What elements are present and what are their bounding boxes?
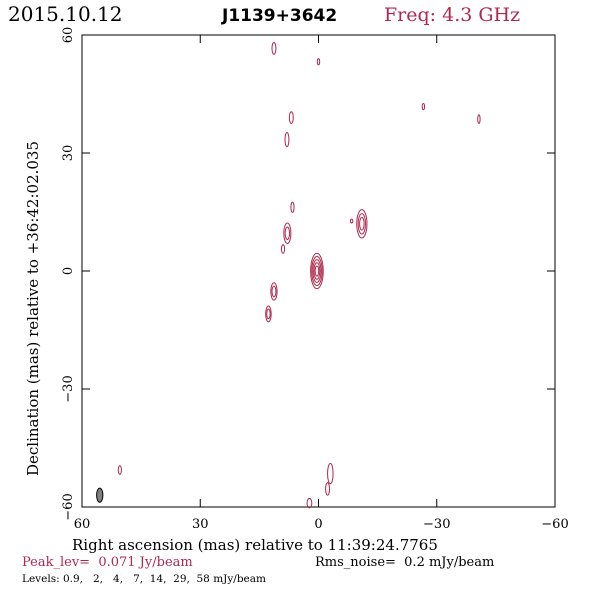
- y-tick-label: −60: [61, 493, 76, 520]
- contour-blob-11: [349, 218, 354, 224]
- y-axis-label: Declination (mas) relative to +36:42:02.…: [24, 141, 42, 476]
- contour-ring: [316, 58, 321, 66]
- contour-ring: [313, 262, 321, 280]
- contour-ring: [280, 244, 286, 254]
- contour-knot-c: [265, 305, 272, 323]
- contour-ring: [310, 252, 324, 290]
- contour-knot-b: [270, 282, 278, 301]
- contour-ring: [265, 305, 272, 323]
- x-tick-label: 0: [314, 517, 322, 532]
- contour-blob-2: [316, 58, 321, 66]
- contour-ring: [306, 497, 313, 509]
- contour-knot-e: [325, 482, 331, 496]
- contour-ring: [349, 218, 354, 224]
- contour-ring: [421, 102, 426, 111]
- y-tick-label: −30: [61, 375, 76, 402]
- contour-knot-d: [327, 462, 334, 485]
- contour-ring: [477, 114, 481, 124]
- contour-blob-7: [421, 102, 426, 111]
- contour-blob-5: [290, 201, 295, 213]
- x-tick-label: 30: [192, 517, 209, 532]
- contour-blob-9: [117, 465, 122, 475]
- contour-blob-1: [271, 41, 277, 55]
- contour-ring: [311, 255, 323, 287]
- x-tick-label: −60: [541, 517, 568, 532]
- contour-blob-8: [477, 114, 481, 124]
- axis-tick-labels: 60 30 0 −30 −60 −60 −30 0 30 60: [61, 27, 569, 532]
- contour-blob-3: [288, 111, 294, 124]
- contour-knot-a: [283, 222, 292, 244]
- contour-ring: [266, 308, 271, 320]
- contour-ring: [271, 285, 277, 298]
- beam-ellipse: [96, 487, 104, 503]
- axis-ticks: [81, 34, 556, 508]
- contour-knot-east: [356, 209, 368, 239]
- contour-components: [96, 41, 481, 509]
- contour-ring: [327, 462, 334, 485]
- contour-ring: [288, 111, 294, 124]
- contour-ring: [284, 226, 291, 241]
- contour-blob-10: [306, 497, 313, 509]
- rms-noise-label: Rms_noise= 0.2 mJy/beam: [315, 555, 494, 570]
- x-axis-label: Right ascension (mas) relative to 11:39:…: [72, 536, 438, 554]
- contour-ring: [359, 217, 365, 231]
- source-name: J1139+3642: [221, 6, 337, 26]
- contour-blob-6: [280, 244, 286, 254]
- contour-ring: [357, 213, 367, 235]
- frequency-label: Freq: 4.3 GHz: [384, 4, 520, 26]
- x-tick-label: 60: [74, 517, 91, 532]
- y-tick-label: 0: [61, 267, 76, 275]
- contour-ring: [117, 465, 122, 475]
- contour-core: [310, 252, 324, 290]
- contour-ring: [284, 132, 290, 148]
- contour-ring: [270, 282, 278, 301]
- contour-blob-4: [284, 132, 290, 148]
- contour-ring: [290, 201, 295, 213]
- contour-ring: [312, 259, 322, 283]
- y-tick-label: 60: [61, 27, 76, 44]
- contour-levels-label: Levels: 0.9, 2, 4, 7, 14, 29, 58 mJy/bea…: [22, 573, 266, 585]
- y-tick-label: 30: [61, 145, 76, 162]
- x-tick-label: −30: [423, 517, 450, 532]
- contour-ring: [325, 482, 331, 496]
- contour-ring: [356, 209, 368, 239]
- contour-ring: [314, 265, 320, 277]
- contour-ring: [283, 222, 292, 244]
- contour-ring: [271, 41, 277, 55]
- observation-date: 2015.10.12: [8, 2, 123, 26]
- peak-level-label: Peak_lev= 0.071 Jy/beam: [22, 555, 193, 570]
